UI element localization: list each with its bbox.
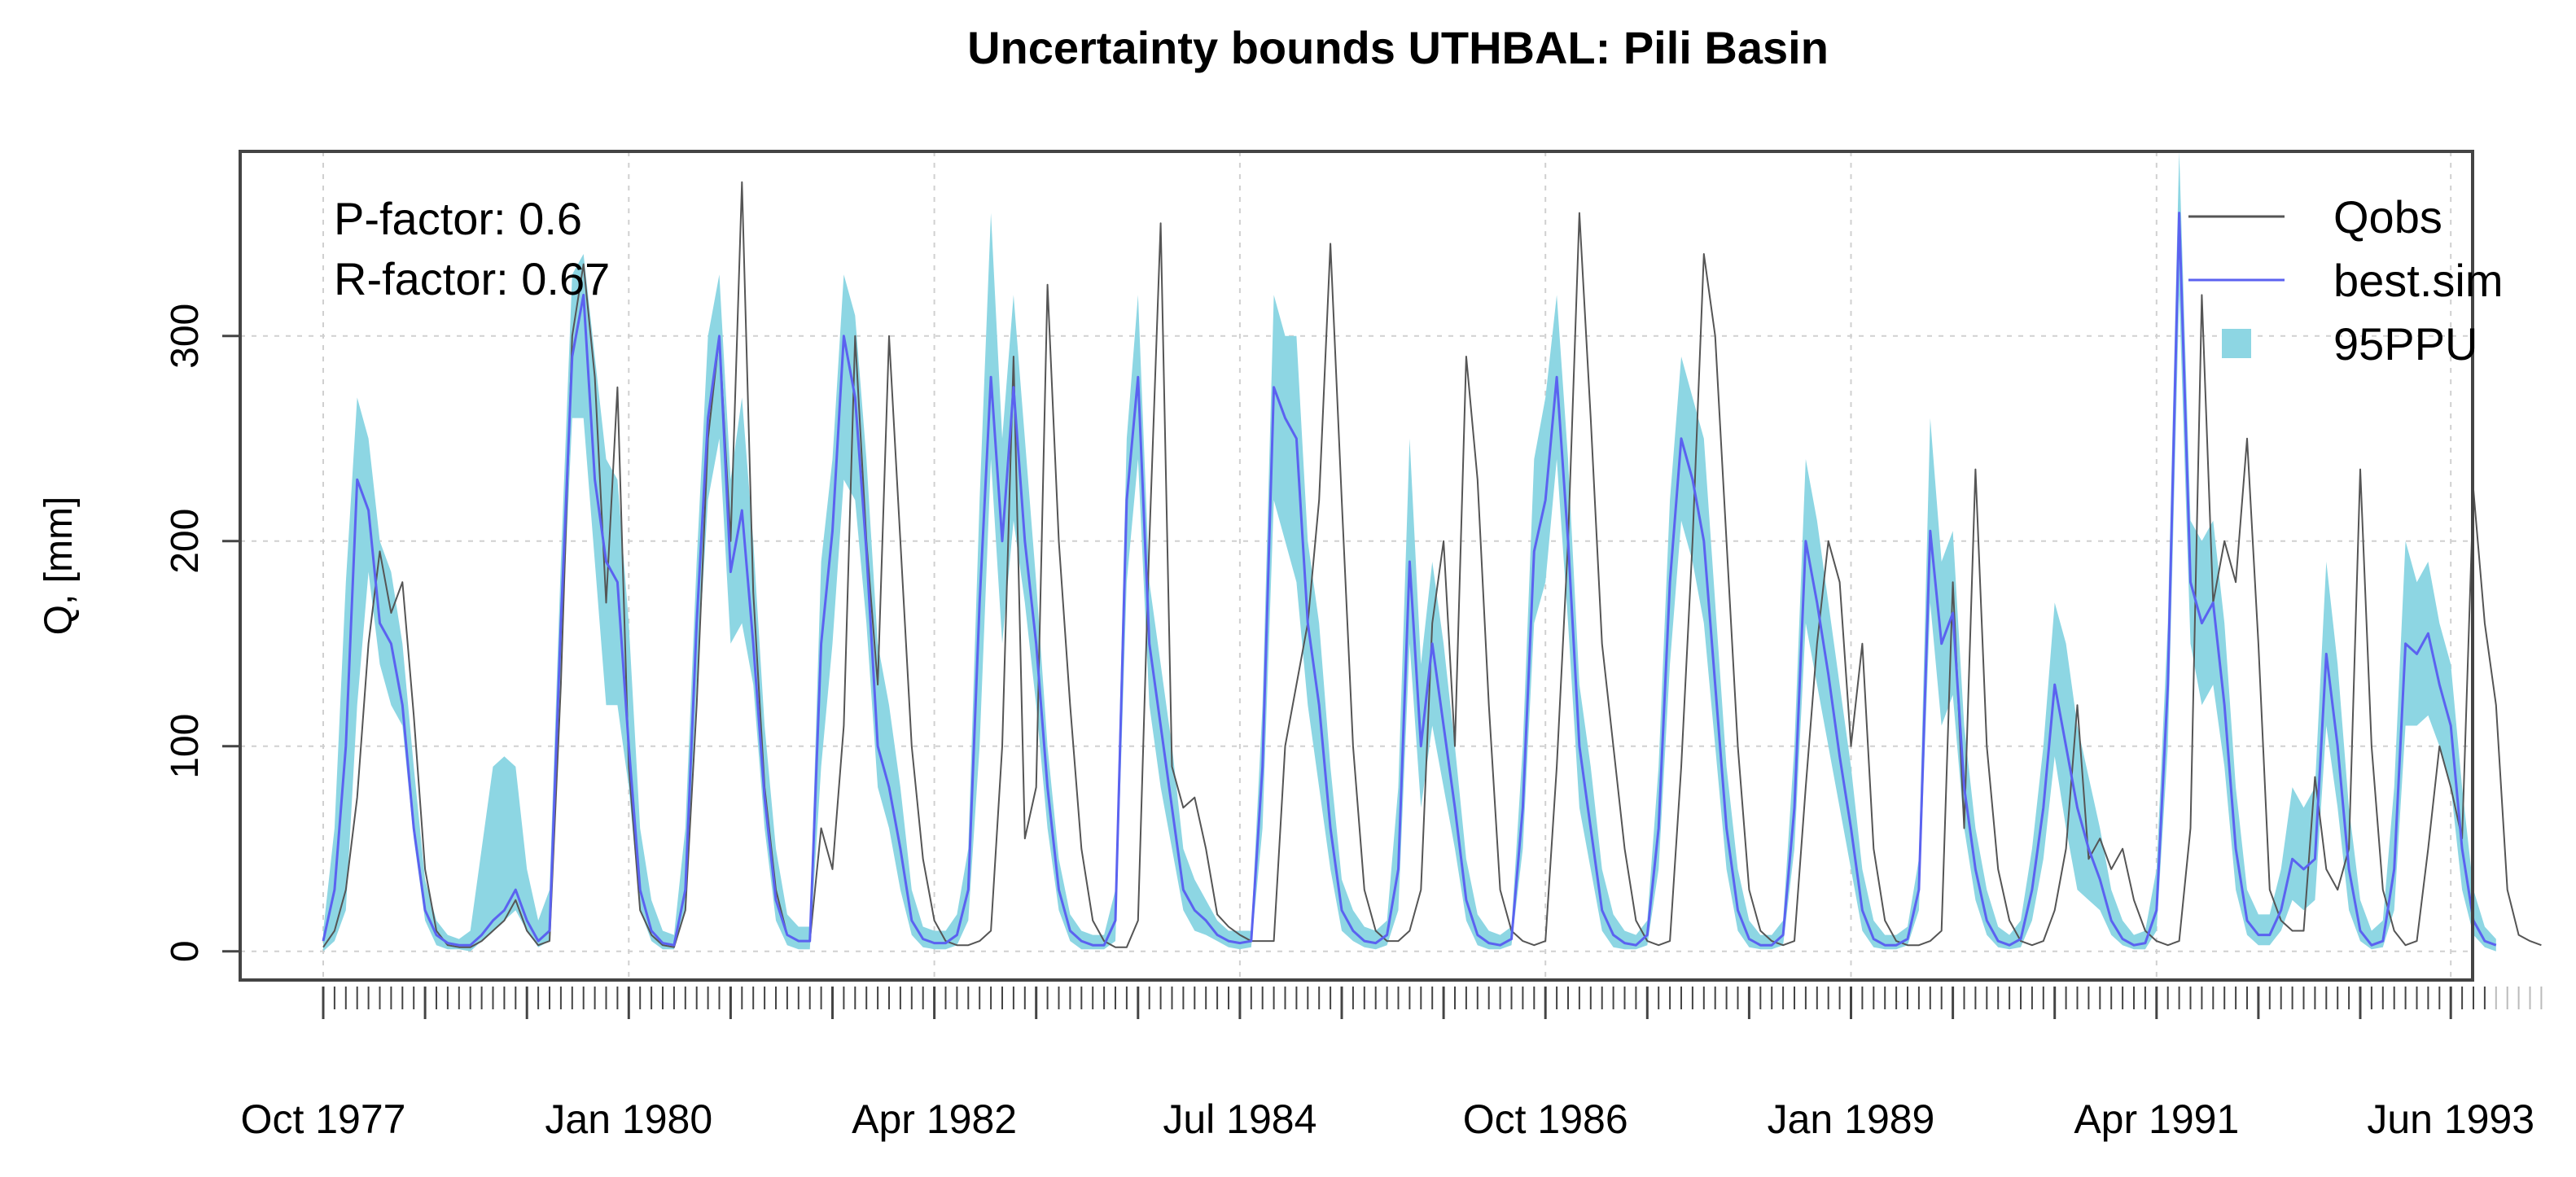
y-tick-label: 100 [164,714,207,779]
y-tick-label: 300 [164,304,207,369]
y-axis: 0 100 200 300 [164,304,240,962]
x-tick-label: Apr 1982 [852,1096,1017,1142]
y-tick-label: 200 [164,509,207,574]
x-tick-label: Oct 1986 [1463,1096,1628,1142]
legend-ppu-label: 95PPU [2333,318,2477,370]
y-tick-label: 0 [164,940,207,962]
qobs-line [322,181,2542,948]
plot-frame [239,150,2474,982]
x-tick-label: Jan 1989 [1768,1096,1935,1142]
legend-ppu-swatch [2222,329,2251,358]
y-axis-label: Q, [mm] [37,497,81,636]
x-tick-label: Jul 1984 [1163,1096,1316,1142]
x-tick-label: Jun 1993 [2367,1096,2534,1142]
x-tick-label: Apr 1991 [2074,1096,2239,1142]
x-axis: Oct 1977 Jan 1980 Apr 1982 Jul 1984 Oct 1986… [241,987,2543,1142]
best-sim-line [322,212,2497,947]
legend: Qobs best.sim 95PPU [2188,191,2504,370]
x-tick-label: Jan 1980 [545,1096,712,1142]
legend-qobs-label: Qobs [2333,191,2442,243]
x-tick-label: Oct 1977 [241,1096,406,1142]
p-factor-annotation: P-factor: 0.6 [334,193,582,244]
legend-bestsim-label: best.sim [2333,255,2504,306]
series-lines [322,181,2542,948]
ppu-band-group [323,151,2496,952]
chart-title: Uncertainty bounds UTHBAL: Pili Basin [967,22,1829,73]
r-factor-annotation: R-factor: 0.67 [334,253,610,304]
ppu-band [323,151,2496,952]
